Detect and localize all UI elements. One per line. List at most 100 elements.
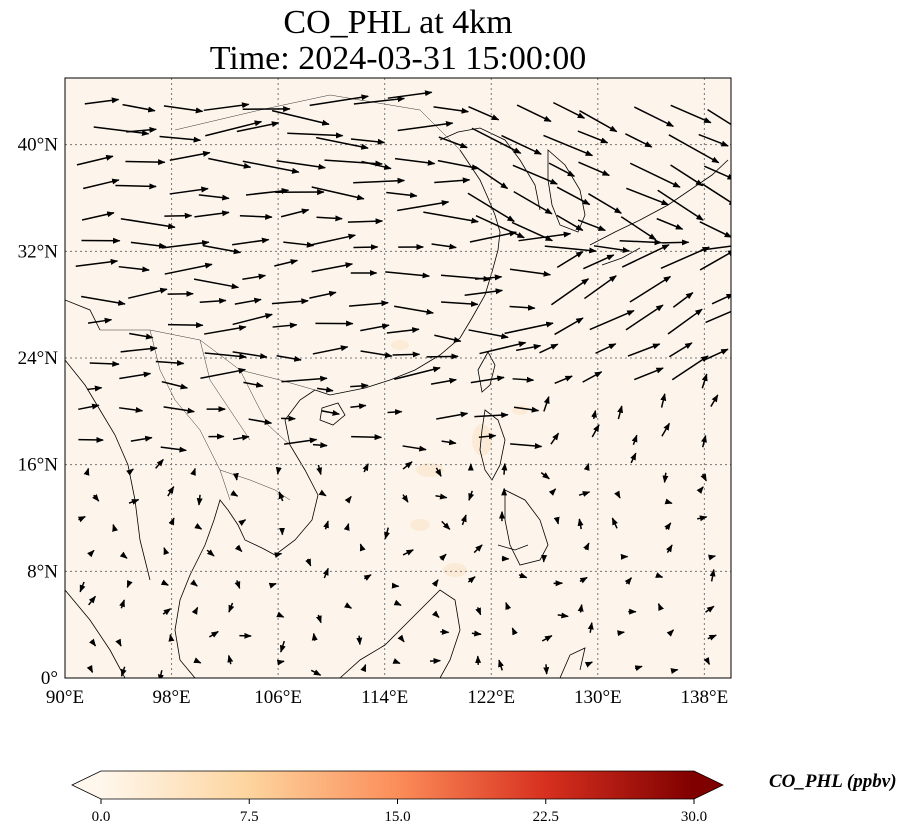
wind-arrow-125 [309, 290, 337, 299]
wind-arrow-201 [617, 405, 624, 420]
wind-arrow-179 [430, 377, 457, 385]
wind-arrow-351 [498, 659, 504, 671]
wind-arrow-285 [583, 542, 590, 551]
wind-arrow-343 [193, 657, 202, 664]
wind-arrow-110 [385, 271, 431, 279]
wind-arrow-239 [128, 498, 140, 505]
wind-arrow-161 [392, 351, 421, 358]
wind-arrow-59 [386, 191, 418, 199]
wind-arrow-274 [163, 547, 170, 556]
wind-arrow-264 [441, 520, 451, 530]
wind-arrow-25 [397, 120, 454, 132]
colorbar-label: CO_PHL (ppbv) [769, 771, 897, 792]
wind-arrow-214 [478, 433, 497, 440]
wind-arrow-306 [88, 595, 97, 606]
wind-arrow-206 [160, 446, 187, 453]
wind-arrow-152 [705, 310, 731, 324]
wind-arrow-288 [708, 554, 717, 561]
wind-arrow-155 [155, 359, 185, 366]
wind-arrow-113 [509, 268, 552, 277]
wind-arrow-316 [475, 607, 482, 616]
wind-arrow-200 [591, 409, 597, 420]
wind-arrow-81 [577, 219, 606, 232]
wind-arrow-230 [435, 467, 442, 477]
wind-arrow-208 [232, 434, 250, 441]
wind-arrow-280 [402, 549, 414, 556]
wind-arrow-242 [230, 490, 239, 497]
wind-arrow-62 [513, 191, 553, 215]
wind-arrow-332 [440, 628, 450, 635]
wind-arrow-159 [312, 345, 349, 355]
wind-arrow-297 [391, 582, 400, 589]
wind-arrow-28 [501, 134, 542, 155]
wind-arrow-198 [513, 406, 540, 413]
wind-arrow-253 [664, 498, 673, 505]
wind-arrow-122 [199, 297, 227, 304]
wind-arrow-22 [287, 132, 344, 139]
wind-arrow-112 [475, 274, 503, 281]
wind-arrow-234 [583, 462, 590, 471]
wind-arrow-278 [305, 558, 312, 567]
wind-arrow-133 [629, 275, 672, 303]
wind-arrow-328 [279, 640, 286, 653]
wind-arrow-251 [578, 491, 591, 497]
wind-arrow-157 [232, 351, 268, 360]
map-frame [64, 77, 732, 679]
map-layers [65, 78, 731, 678]
wind-arrow-74 [316, 215, 343, 222]
wind-arrow-298 [431, 579, 439, 588]
lat-tick-label-5: 40°N [18, 135, 59, 156]
wind-arrow-209 [283, 437, 318, 445]
wind-arrow-69 [120, 217, 176, 230]
wind-arrow-19 [159, 135, 202, 143]
wind-arrow-238 [92, 494, 100, 502]
wind-arrow-330 [356, 635, 363, 646]
wind-arrow-309 [191, 606, 199, 615]
wind-arrow-304 [655, 572, 664, 578]
wind-arrow-57 [311, 186, 365, 201]
wind-arrow-303 [624, 577, 632, 585]
wind-arrow-119 [81, 295, 126, 306]
wind-arrow-70 [164, 212, 193, 219]
wind-arrow-279 [359, 543, 366, 552]
wind-arrow-173 [200, 367, 247, 380]
wind-arrow-66 [657, 189, 704, 221]
wind-arrow-295 [322, 567, 329, 579]
wind-arrow-1 [122, 103, 156, 113]
wind-arrow-342 [157, 670, 164, 678]
wind-arrow-87 [161, 240, 210, 249]
wind-arrow-319 [577, 603, 584, 613]
wind-arrow-46 [548, 162, 576, 177]
wind-arrow-265 [460, 514, 467, 526]
wind-arrow-355 [670, 668, 679, 674]
chart-title: CO_PHL at 4km [283, 4, 513, 41]
wind-arrow-172 [161, 380, 189, 390]
wind-arrow-356 [703, 656, 711, 666]
wind-arrow-241 [196, 494, 203, 506]
wind-arrow-248 [468, 490, 475, 501]
wind-arrow-246 [401, 494, 409, 503]
wind-arrow-132 [583, 275, 617, 300]
wind-arrow-272 [87, 549, 95, 558]
wind-arrow-117 [660, 246, 710, 269]
wind-arrow-331 [397, 634, 405, 643]
wind-arrow-237 [700, 473, 707, 482]
wind-arrow-33 [698, 133, 729, 147]
wind-arrow-54 [198, 194, 230, 201]
wind-arrow-254 [696, 486, 704, 494]
wind-arrow-182 [554, 375, 573, 385]
wind-arrow-203 [710, 394, 719, 407]
wind-arrow-217 [591, 424, 600, 438]
wind-arrow-210 [312, 442, 328, 449]
wind-arrow-262 [343, 522, 350, 531]
wind-arrow-29 [543, 134, 594, 157]
wind-arrow-197 [474, 412, 509, 419]
wind-arrow-8 [387, 90, 433, 99]
wind-arrow-258 [194, 523, 203, 530]
wind-vectors [75, 90, 731, 678]
wind-arrow-108 [311, 262, 354, 273]
colorbar-tick-label-0: 0.0 [92, 809, 111, 825]
wind-arrow-252 [614, 490, 621, 499]
wind-arrow-344 [227, 654, 234, 665]
